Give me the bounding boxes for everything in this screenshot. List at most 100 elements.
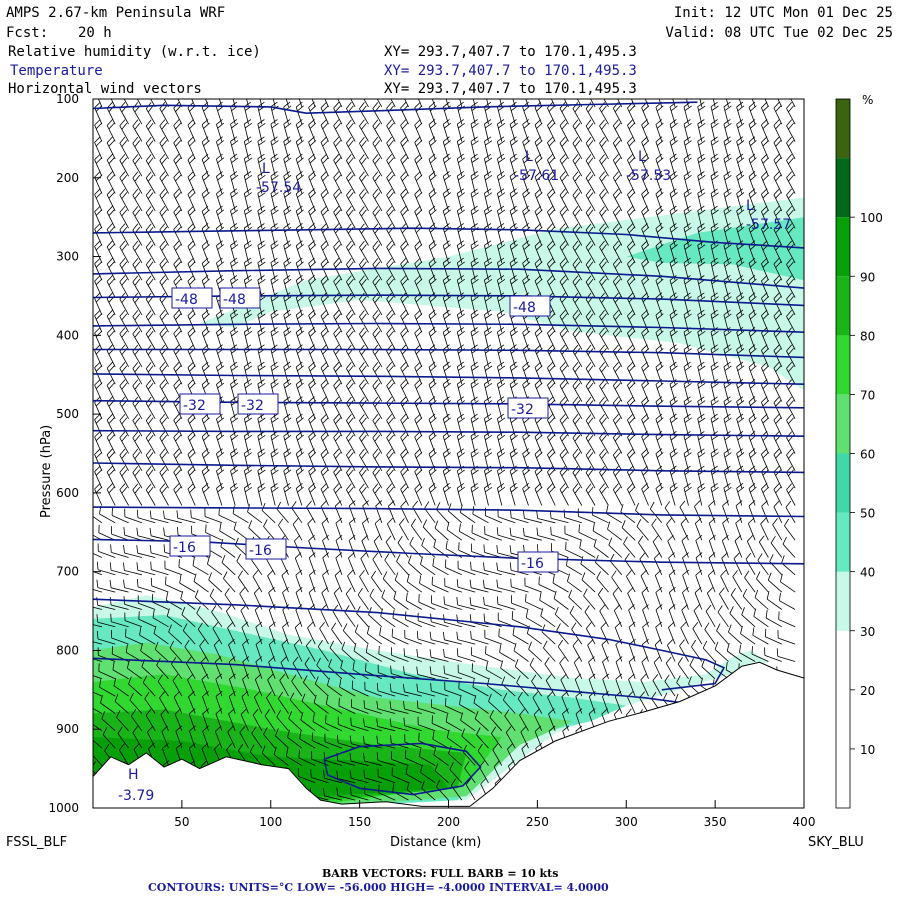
wind-barb-flag [322,569,329,576]
wind-barb-flag [278,518,284,526]
wind-barb [386,333,396,350]
wind-barb [159,402,169,419]
wind-barb-flag [708,517,716,524]
wind-barb-flag [295,326,303,333]
wind-barb-flag [574,209,581,217]
wind-barb [414,298,423,316]
wind-barb-flag [270,379,278,385]
wind-barb [534,488,543,506]
wind-barb-flag [347,122,354,130]
wind-barb-flag [697,119,705,125]
wind-barb [351,725,369,732]
wind-barb-flag [642,638,649,645]
wind-barb-flag [240,708,247,715]
wind-barb-flag [561,417,568,425]
wind-barb-flag [414,379,421,386]
wind-barb [319,628,329,645]
wind-barb-flag [684,140,692,146]
wind-barb-flag [587,157,594,165]
wind-barb-flag [534,725,542,732]
wind-barb-flag [201,275,209,281]
wind-barb-flag [147,140,154,147]
wind-barb-flag [335,486,341,494]
wind-barb-flag [336,770,339,779]
wind-barb [353,650,369,662]
wind-barb-flag [574,673,582,680]
wind-barb-flag [641,136,648,143]
wind-barb [144,698,156,714]
wind-barb [428,159,436,177]
wind-barb-flag [201,119,209,125]
wind-barb [668,592,676,610]
wind-barb [360,558,369,575]
wind-barb-flag [651,518,657,526]
wind-barb-flag [402,486,408,494]
wind-barb-flag [320,275,327,282]
wind-barb-flag [707,587,714,594]
wind-barb-flag [230,327,238,333]
wind-barb [205,99,209,108]
wind-barb-flag [202,690,209,697]
wind-barb-flag [509,275,517,281]
wind-barb-flag [587,486,594,494]
wind-barb-flag [224,587,230,595]
wind-barb-flag [498,296,506,302]
wind-barb-flag [684,226,692,233]
wind-barb [139,634,156,645]
wind-barb-flag [522,257,529,264]
wind-barb [281,575,289,593]
wind-barb-flag [189,192,196,199]
wind-barb [465,784,476,801]
wind-barb [333,437,343,454]
wind-barb-flag [414,205,421,212]
wind-barb-flag [641,396,648,403]
wind-barb [497,552,516,558]
wind-barb-flag [376,735,379,744]
wind-barb-flag [444,417,451,424]
wind-barb-flag [359,448,365,456]
wind-barb-flag [258,157,266,163]
wind-barb-flag [443,648,445,657]
wind-barb-flag [574,382,581,390]
wind-barb-flag [244,309,252,316]
wind-barb [99,686,116,697]
wind-barb [106,471,116,489]
wind-barb-flag [372,206,379,213]
wind-barb-flag [681,604,688,611]
wind-barb-flag [203,140,210,146]
wind-barb [538,584,556,593]
wind-barb [528,649,543,662]
wind-barb-flag [322,157,329,164]
wind-barb [187,211,196,229]
wind-barb-flag [147,365,154,373]
wind-barb-flag [309,157,317,164]
wind-barb-flag [656,105,664,112]
wind-barb-flag [430,469,437,476]
wind-barb [681,540,689,558]
wind-barb-flag [264,709,270,717]
wind-barb-flag [145,240,152,248]
wind-barb [124,620,143,628]
wind-barb-flag [306,500,312,508]
wind-barb [649,508,663,524]
wind-barb-flag [536,226,543,233]
wind-barb [326,703,343,714]
wind-barb-flag [283,240,291,246]
wind-barb [623,543,636,558]
wind-barb [471,638,489,645]
wind-barb [156,665,169,680]
wind-barb-flag [587,469,594,477]
wind-barb-flag [203,122,210,129]
wind-barb-flag [442,631,445,640]
wind-barb-flag [216,119,223,125]
wind-barb-flag [561,330,568,338]
wind-barb [132,316,143,333]
wind-barb [228,644,236,662]
wind-barb-flag [601,157,607,165]
wind-barb-flag [108,278,115,286]
wind-barb-flag [457,413,464,420]
wind-barb [405,773,422,784]
wind-barb-flag [430,682,432,692]
wind-barb-flag [510,434,518,441]
wind-barb-flag [400,240,407,247]
